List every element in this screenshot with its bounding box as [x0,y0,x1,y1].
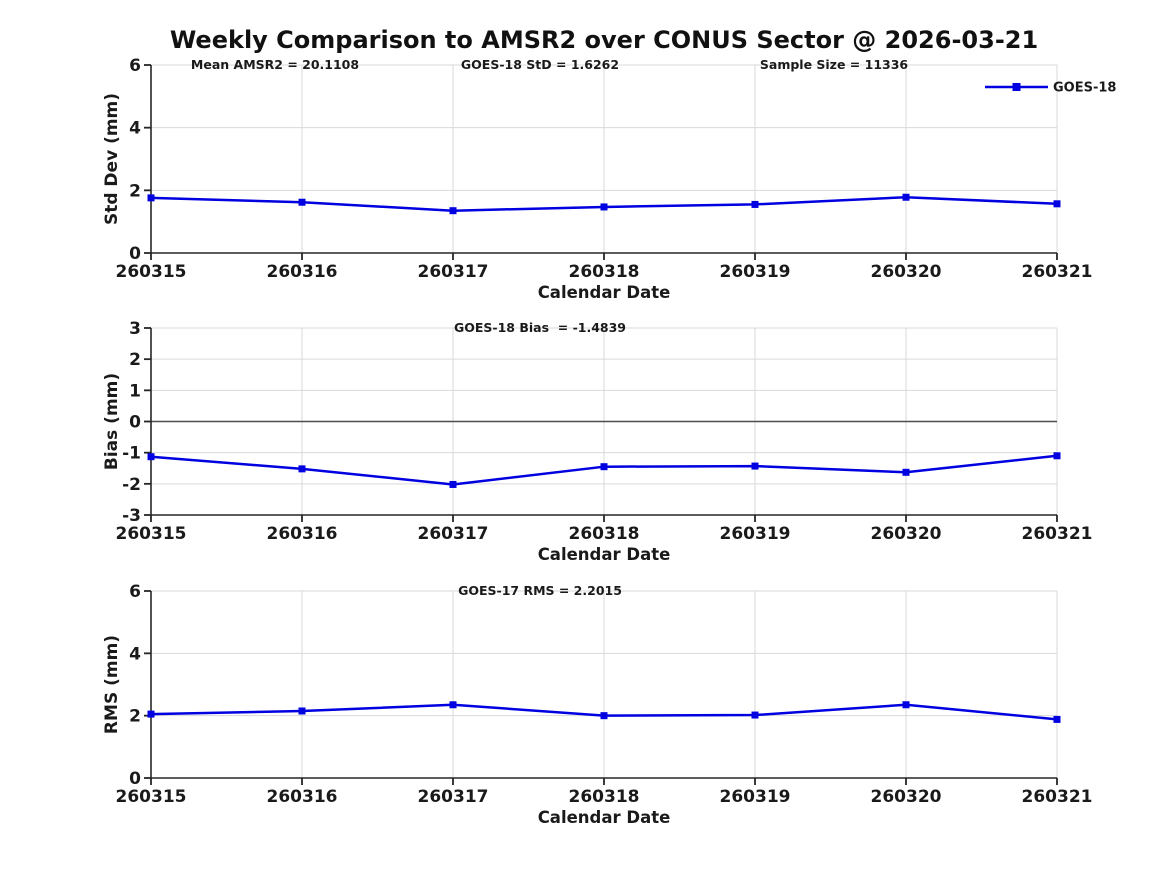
y-tick-label: 0 [129,413,141,433]
data-point-marker [600,712,608,720]
data-point-marker [751,200,759,208]
x-tick-label: 260317 [418,787,489,807]
data-point-marker [902,701,910,709]
chart-std-dev: 0 2 4 6 260315 260316 260317 260318 260319 260320… [102,56,1116,302]
x-tick-label: 260321 [1022,524,1093,544]
x-tick-label: 260316 [267,787,338,807]
data-point-marker [751,711,759,719]
y-tick-label: 0 [129,244,141,264]
y-tick-label: -2 [122,475,141,495]
y-tick-label: 6 [129,582,141,602]
data-point-marker [147,453,155,461]
x-tick-label: 260321 [1022,787,1093,807]
data-point-marker [1053,452,1061,460]
annotation: GOES-17 RMS = 2.2015 [458,583,622,598]
y-tick-label: 2 [129,707,141,727]
y-tick-label: 3 [129,319,141,339]
x-tick-label: 260321 [1022,262,1093,282]
y-axis-label: Bias (mm) [102,373,122,470]
x-tick-label: 260316 [267,262,338,282]
x-axis-label: Calendar Date [538,808,671,827]
data-point-marker [449,480,457,488]
y-axis-label: RMS (mm) [102,635,122,734]
x-tick-label: 260317 [418,262,489,282]
x-tick-label: 260320 [871,787,942,807]
chart-bias: -3 -2 -1 0 1 2 3 260315 260316 260317 260318 260319… [102,319,1092,564]
data-point-marker [1053,715,1061,723]
annotation: GOES-18 Bias = -1.4839 [454,320,626,335]
figure-title: Weekly Comparison to AMSR2 over CONUS Se… [169,26,1039,54]
annotation: GOES-18 StD = 1.6262 [461,57,619,72]
y-tick-label: 2 [129,350,141,370]
x-tick-label: 260320 [871,524,942,544]
data-point-marker [902,468,910,476]
data-point-marker [449,701,457,709]
data-point-marker [449,207,457,215]
y-axis-label: Std Dev (mm) [102,93,122,225]
data-point-marker [902,193,910,201]
y-tick-label: 6 [129,56,141,76]
x-axis-label: Calendar Date [538,283,671,302]
y-tick-label: -1 [122,444,141,464]
y-tick-label: 0 [129,769,141,789]
data-point-marker [1053,200,1061,208]
x-tick-label: 260316 [267,524,338,544]
data-point-marker [298,198,306,206]
chart-rms: 0 2 4 6 260315 260316 260317 260318 260319 260320… [102,582,1092,827]
legend: GOES-18 [985,81,1116,96]
data-point-marker [600,463,608,471]
x-tick-label: 260315 [116,262,187,282]
y-tick-label: 1 [129,381,141,401]
annotation: Mean AMSR2 = 20.1108 [191,57,359,72]
x-tick-label: 260318 [569,262,640,282]
y-tick-label: 4 [129,644,141,664]
data-point-marker [600,203,608,211]
x-tick-label: 260318 [569,787,640,807]
data-point-marker [298,465,306,473]
legend-marker [1012,83,1021,91]
x-tick-label: 260318 [569,524,640,544]
y-tick-label: -3 [122,506,141,526]
x-tick-label: 260317 [418,524,489,544]
y-tick-label: 2 [129,181,141,201]
data-point-marker [751,462,759,470]
x-tick-label: 260319 [720,262,791,282]
data-point-marker [147,194,155,202]
legend-label: GOES-18 [1053,81,1116,96]
data-point-marker [298,707,306,715]
data-point-marker [147,710,155,718]
annotation: Sample Size = 11336 [760,57,909,72]
x-axis-label: Calendar Date [538,545,671,564]
x-tick-label: 260315 [116,787,187,807]
y-tick-label: 4 [129,119,141,139]
x-tick-label: 260315 [116,524,187,544]
x-tick-label: 260320 [871,262,942,282]
x-tick-label: 260319 [720,787,791,807]
x-tick-label: 260319 [720,524,791,544]
